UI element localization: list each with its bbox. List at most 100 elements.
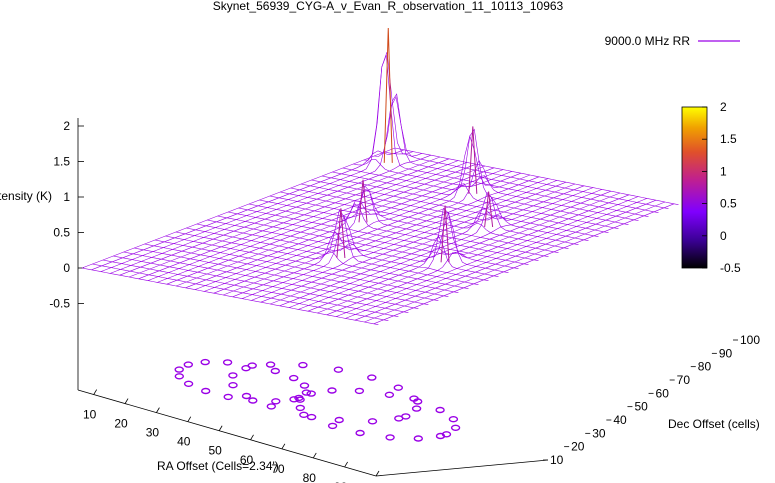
mesh-col (317, 192, 621, 314)
contour-loop (384, 391, 395, 398)
peak-mark (358, 179, 368, 223)
contour-loop (355, 429, 365, 437)
mesh-col (251, 180, 558, 301)
contour-loop (367, 374, 377, 381)
z-tick-label: -0.5 (49, 297, 70, 311)
contour-loop (266, 403, 276, 410)
z-axis-label: Intensity (K) (0, 189, 52, 203)
mesh-row (175, 231, 469, 289)
chart-title: Skynet_56939_CYG-A_v_Evan_R_observation_… (213, 0, 564, 13)
x-tick-mark (218, 425, 223, 431)
mesh-row (81, 267, 379, 325)
mesh-row (92, 263, 389, 321)
mesh-row (154, 239, 449, 297)
x-tick-label: 70 (271, 462, 285, 476)
x-tick-mark (250, 434, 254, 440)
y-tick-label: 70 (677, 373, 691, 387)
contour-loop (327, 387, 337, 394)
axes-box (77, 118, 549, 477)
x-axis-line (77, 389, 377, 477)
y-axis-line (375, 459, 549, 477)
contour-loop (334, 416, 344, 424)
x-tick-label: 40 (177, 435, 191, 449)
mesh-row (186, 209, 479, 285)
contour-loop (450, 424, 461, 431)
mesh-col (175, 165, 486, 287)
x-tick-mark (344, 461, 348, 468)
colorbar-tick-label: -0.5 (720, 261, 741, 275)
contour-projection (174, 358, 461, 442)
x-tick-label: 90 (334, 480, 348, 483)
contour-loop (228, 382, 238, 389)
mesh-col (147, 160, 459, 281)
contour-loop (411, 405, 422, 412)
mesh-row (259, 185, 549, 257)
y-tick-label: 40 (613, 413, 627, 427)
y-tick-group: 10 20 30 40 50 60 70 80 90 100 (543, 333, 760, 467)
mesh-row (123, 251, 419, 309)
contour-loop (295, 404, 305, 412)
mesh-col (100, 52, 414, 272)
x-tick-mark (281, 443, 286, 450)
contour-loop (298, 361, 308, 369)
contour-loop (301, 389, 312, 396)
contour-loop (306, 390, 316, 397)
mesh-row (165, 235, 459, 293)
contour-loop (241, 365, 251, 372)
mesh-col (335, 196, 639, 317)
x-tick-label: 50 (208, 444, 222, 458)
contour-loop (241, 392, 252, 400)
mesh-row (353, 159, 639, 221)
mesh-row (332, 171, 619, 229)
mesh-col (91, 149, 405, 271)
mesh-row (342, 128, 629, 225)
colorbar-tick-label: 1.5 (720, 132, 737, 146)
mesh-row (363, 54, 649, 217)
mesh-col (157, 162, 468, 283)
peak-mark (484, 191, 494, 228)
x-tick-mark (93, 389, 98, 395)
contour-loop (289, 396, 299, 403)
y-tick-label: 10 (550, 453, 564, 467)
mesh-row (384, 151, 669, 209)
contour-loop (270, 367, 280, 375)
mesh-col (364, 201, 666, 323)
mesh-row (207, 219, 499, 277)
z-tick-group: 2 1.5 1 0.5 0 -0.5 (49, 119, 84, 311)
peak-mark (468, 126, 478, 194)
contour-loop (333, 366, 344, 373)
contour-loop (327, 422, 338, 430)
contour-loop (295, 396, 305, 403)
contour-loop (413, 398, 423, 405)
mesh-row (102, 259, 399, 317)
colorbar-tick-label: 0 (720, 229, 727, 243)
contour-loop (183, 380, 194, 387)
x-tick-mark (312, 452, 317, 459)
x-tick-mark (375, 470, 380, 477)
contour-loop (174, 366, 184, 373)
mesh-row (228, 211, 519, 269)
contour-loop (435, 406, 445, 414)
peak-mark (383, 27, 393, 163)
contour-loop (354, 387, 365, 395)
mesh-col (345, 198, 648, 319)
legend-label: 9000.0 MHz RR (605, 34, 691, 48)
mesh-row (269, 195, 559, 253)
contour-loop (174, 373, 185, 380)
z-tick-label: 0.5 (53, 226, 70, 240)
mesh-col (260, 181, 567, 303)
colorbar-gradient (681, 106, 708, 269)
mesh-col (279, 185, 585, 307)
contour-loop (289, 374, 299, 382)
x-axis-label: RA Offset (Cells=2.34') (157, 459, 279, 473)
mesh-row (238, 207, 529, 265)
y-axis-label: Dec Offset (cells) (668, 417, 760, 431)
x-tick-label: 10 (83, 408, 97, 422)
mesh-row (217, 211, 509, 273)
mesh-col (194, 169, 504, 290)
colorbar: 2 1.5 1 0.5 0 -0.5 (681, 100, 741, 275)
x-tick-label: 30 (146, 426, 160, 440)
x-tick-mark (124, 398, 129, 404)
contour-loop (223, 393, 233, 401)
contour-loop (271, 398, 281, 405)
